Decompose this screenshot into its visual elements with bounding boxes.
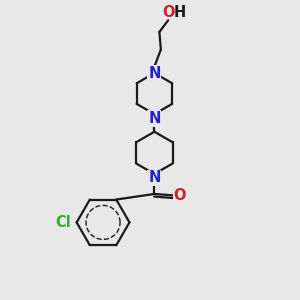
Text: H: H — [173, 4, 185, 20]
Text: N: N — [148, 66, 160, 81]
Text: O: O — [162, 4, 174, 20]
Text: Cl: Cl — [56, 215, 71, 230]
Text: N: N — [148, 170, 160, 185]
Text: N: N — [148, 111, 160, 126]
Text: O: O — [174, 188, 186, 203]
